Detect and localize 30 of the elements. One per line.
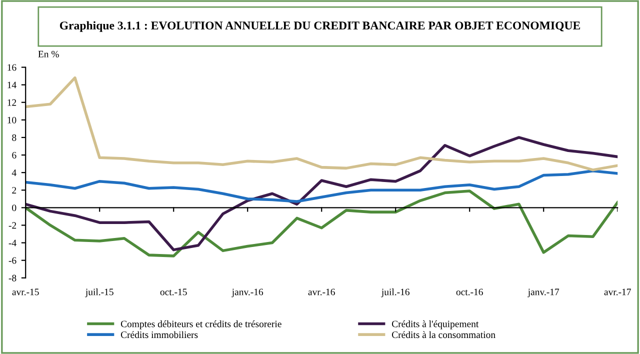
y-tick-label: 2 bbox=[12, 187, 16, 194]
x-tick-label: avr.-15 bbox=[12, 288, 39, 296]
x-tick-label: janv.-17 bbox=[528, 288, 560, 298]
y-axis-title: En % bbox=[38, 50, 59, 58]
y-tick-label: 10 bbox=[8, 116, 16, 124]
y-tick-label: -8 bbox=[8, 274, 16, 282]
x-tick-label: oct.-16 bbox=[456, 288, 483, 296]
x-tick-label: juil.-15 bbox=[85, 288, 114, 298]
x-tick-label: juil.-16 bbox=[381, 288, 410, 298]
x-tick-label: avr.-17 bbox=[604, 288, 631, 296]
legend-label: Comptes débiteurs et crédits de trésorerie bbox=[120, 320, 282, 330]
y-tick-label: 0 bbox=[12, 204, 16, 212]
y-tick-label: 4 bbox=[12, 170, 16, 176]
y-tick-label: -4 bbox=[8, 240, 16, 246]
legend-label: Crédits immobiliers bbox=[120, 331, 198, 338]
chart-title: Graphique 3.1.1 : EVOLUTION ANNUELLE DU CREDIT BANCAIRE PAR OBJET ECONOMIQUE bbox=[60, 21, 580, 32]
y-tick-label: 14 bbox=[8, 82, 16, 88]
y-tick-label: 16 bbox=[8, 64, 16, 71]
line-series bbox=[26, 169, 618, 203]
y-tick-label: 6 bbox=[12, 152, 16, 158]
x-tick-label: janv.-16 bbox=[232, 288, 264, 298]
x-tick-label: oct.-15 bbox=[160, 288, 187, 296]
y-tick-label: -2 bbox=[8, 222, 16, 229]
line-series bbox=[26, 76, 618, 172]
y-tick-label: -6 bbox=[8, 257, 16, 264]
y-tick-label: 12 bbox=[8, 99, 16, 106]
legend-label: Crédits à l'équipement bbox=[392, 320, 479, 330]
x-tick-label: avr.-16 bbox=[308, 288, 335, 296]
legend-label: Crédits à la consommation bbox=[392, 331, 496, 338]
y-tick-label: 8 bbox=[12, 134, 16, 141]
